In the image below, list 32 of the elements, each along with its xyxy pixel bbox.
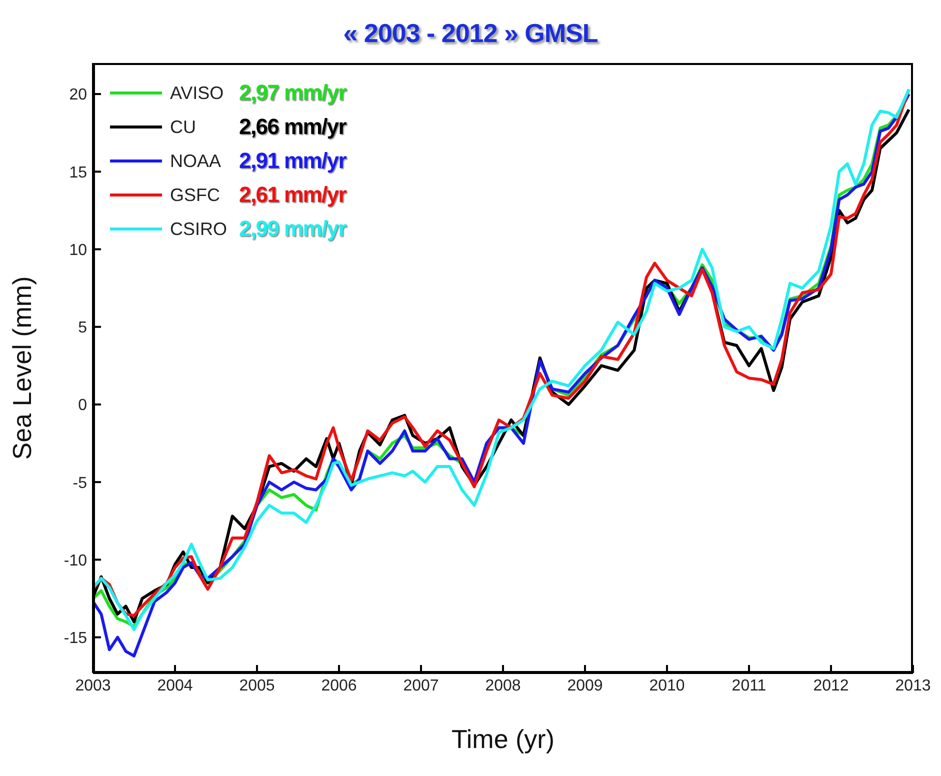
x-tick-label: 2013 xyxy=(895,677,931,694)
x-tick-label: 2009 xyxy=(567,677,603,694)
legend-label: CU xyxy=(170,116,196,138)
x-tick-label: 2011 xyxy=(732,677,766,694)
legend-label: CSIRO xyxy=(170,218,228,240)
legend-label: AVISO xyxy=(170,82,224,104)
y-tick-label: 5 xyxy=(78,320,88,337)
x-tick-label: 2006 xyxy=(321,677,357,694)
x-tick-label: 2010 xyxy=(649,677,685,694)
y-tick-label: -10 xyxy=(64,552,88,570)
x-tick-label: 2003 xyxy=(75,677,111,694)
y-tick-label: 10 xyxy=(69,242,88,259)
y-tick-label: -15 xyxy=(64,630,88,647)
y-tick-label: 0 xyxy=(78,397,88,414)
y-tick-label: 20 xyxy=(69,86,88,104)
annotation: 2,97 mm/yr xyxy=(239,79,346,107)
annotation: 2,91 mm/yr xyxy=(239,147,346,175)
y-tick-label: 15 xyxy=(69,164,88,182)
chart-title: « 2003 - 2012 » GMSL xyxy=(342,18,599,49)
legend-label: GSFC xyxy=(170,184,220,206)
x-tick-label: 2004 xyxy=(157,677,193,694)
x-axis-title: Time (yr) xyxy=(451,724,555,754)
legend-label: NOAA xyxy=(170,150,222,172)
x-tick-label: 2005 xyxy=(239,677,275,694)
annotation: 2,66 mm/yr xyxy=(239,113,346,141)
annotation: 2,61 mm/yr xyxy=(239,181,346,209)
x-tick-label: 2008 xyxy=(485,677,521,694)
y-axis-title: Sea Level (mm) xyxy=(7,276,38,460)
x-tick-label: 2007 xyxy=(403,677,439,694)
annotation: 2,99 mm/yr xyxy=(239,215,346,243)
y-tick-label: -5 xyxy=(72,474,88,492)
x-tick-label: 2012 xyxy=(813,677,849,694)
